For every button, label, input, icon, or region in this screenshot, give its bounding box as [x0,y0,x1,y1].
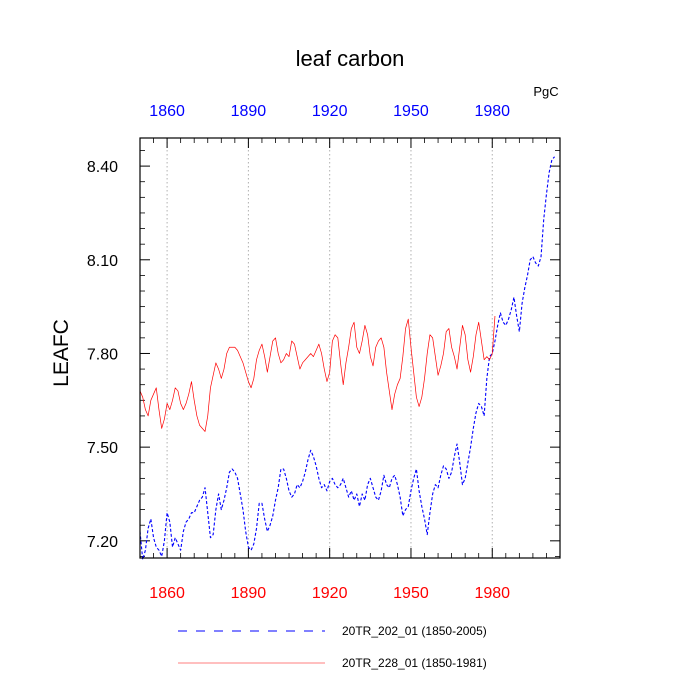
labels-layer: 1860 1860 1890 1890 1920 1920 1950 1950 1980 1980… [87,103,510,602]
x-tick-label-bottom: 1920 [312,585,348,602]
y-axis-label: LEAFC [50,319,73,387]
chart-title: leaf carbon [296,46,405,71]
legend-label-blue: 20TR_202_01 (1850-2005) [342,624,487,638]
series-line-20TR_228_01 [139,315,496,432]
x-tick-label-bottom: 1860 [149,585,185,602]
series-layer [139,156,555,561]
x-tick-label-bottom: 1950 [393,585,429,602]
legend-label-red: 20TR_228_01 (1850-1981) [342,656,487,670]
y-tick-label: 7.50 [87,440,118,457]
y-tick-label: 7.80 [87,346,118,363]
x-tick-label-top: 1920 [312,103,348,120]
ticks-layer [139,138,561,558]
y-tick-label: 8.10 [87,253,118,270]
x-tick-label-top: 1950 [393,103,429,120]
y-tick-label: 7.20 [87,534,118,551]
x-tick-label-bottom: 1890 [231,585,267,602]
series-line-20TR_202_01 [139,156,555,561]
x-tick-label-top: 1980 [474,103,510,120]
y-tick-label: 8.40 [87,159,118,176]
units-label: PgC [533,84,558,99]
x-tick-label-bottom: 1980 [474,585,510,602]
plot-frame [139,137,561,559]
x-tick-label-top: 1890 [231,103,267,120]
x-tick-label-top: 1860 [149,103,185,120]
